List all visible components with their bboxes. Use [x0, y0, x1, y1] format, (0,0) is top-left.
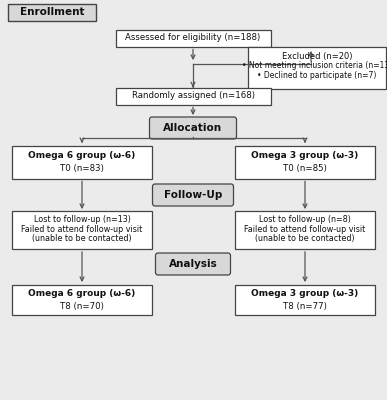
Text: T8 (n=77): T8 (n=77): [283, 302, 327, 312]
Text: Analysis: Analysis: [169, 259, 217, 269]
Bar: [115, 30, 271, 46]
Bar: [248, 47, 386, 89]
Text: Enrollment: Enrollment: [20, 7, 84, 17]
Bar: [115, 88, 271, 104]
Text: Failed to attend follow-up visit: Failed to attend follow-up visit: [244, 224, 366, 234]
Text: Allocation: Allocation: [163, 123, 223, 133]
Text: Follow-Up: Follow-Up: [164, 190, 222, 200]
Text: Lost to follow-up (n=13): Lost to follow-up (n=13): [34, 214, 130, 224]
Text: (unable to be contacted): (unable to be contacted): [32, 234, 132, 244]
Bar: [12, 211, 152, 249]
Bar: [12, 146, 152, 178]
Text: Omega 3 group (ω-3): Omega 3 group (ω-3): [252, 150, 359, 160]
Bar: [12, 285, 152, 315]
Text: T0 (n=85): T0 (n=85): [283, 164, 327, 174]
Bar: [235, 285, 375, 315]
Text: (unable to be contacted): (unable to be contacted): [255, 234, 355, 244]
FancyBboxPatch shape: [149, 117, 236, 139]
Text: Randomly assigned (n=168): Randomly assigned (n=168): [132, 92, 255, 100]
Text: T0 (n=83): T0 (n=83): [60, 164, 104, 174]
Bar: [235, 146, 375, 178]
FancyBboxPatch shape: [152, 184, 233, 206]
Text: Excluded (n=20): Excluded (n=20): [282, 52, 352, 60]
Text: • Not meeting inclusion criteria (n=13): • Not meeting inclusion criteria (n=13): [242, 62, 387, 70]
Text: Assessed for eligibility (n=188): Assessed for eligibility (n=188): [125, 34, 260, 42]
Text: Omega 3 group (ω-3): Omega 3 group (ω-3): [252, 288, 359, 298]
Text: T8 (n=70): T8 (n=70): [60, 302, 104, 312]
Text: Lost to follow-up (n=8): Lost to follow-up (n=8): [259, 214, 351, 224]
FancyBboxPatch shape: [156, 253, 231, 275]
Text: Omega 6 group (ω-6): Omega 6 group (ω-6): [28, 150, 135, 160]
Bar: [8, 4, 96, 20]
Text: Failed to attend follow-up visit: Failed to attend follow-up visit: [21, 224, 143, 234]
Bar: [235, 211, 375, 249]
Text: Omega 6 group (ω-6): Omega 6 group (ω-6): [28, 288, 135, 298]
Text: • Declined to participate (n=7): • Declined to participate (n=7): [257, 72, 377, 80]
